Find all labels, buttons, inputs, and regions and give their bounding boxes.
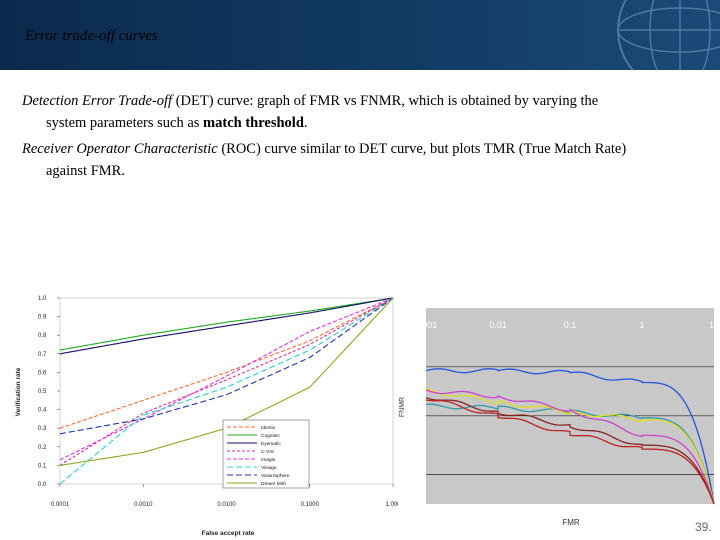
roc-ytick: 0.1 <box>38 463 47 469</box>
roc-term: Receiver Operator Characteristic <box>22 141 218 157</box>
det-series-line <box>425 389 715 505</box>
roc-legend-label: Viisage <box>261 465 277 471</box>
det-xtick: 0.001 <box>415 320 438 330</box>
roc-series-line <box>59 297 394 466</box>
roc-legend-label: C-VIS <box>261 449 274 455</box>
roc-legend-label: Dream Mirh <box>261 481 286 487</box>
roc-series-line <box>59 297 394 461</box>
roc-ytick: 0.9 <box>38 315 47 321</box>
roc-legend-label: VisionSphere <box>261 473 290 479</box>
roc-legend: Identix Cognitec Eyematic C-VIS Imagis Viisag… <box>222 419 310 489</box>
paragraph-roc: Receiver Operator Characteristic (ROC) c… <box>22 138 712 182</box>
roc-ytick: 0.2 <box>38 445 47 451</box>
roc-xtick: 0.0010 <box>134 502 153 508</box>
roc-ytick: 0.7 <box>38 352 47 358</box>
roc-xtick: 0.1000 <box>301 502 320 508</box>
globe-icon <box>617 0 720 70</box>
roc-series-line <box>59 297 394 485</box>
det-xtick: 0.1 <box>564 320 577 330</box>
det-text-1: (DET) curve: graph of FMR vs FNMR, which… <box>172 93 599 109</box>
roc-chart: Verification rate False accept rate 0.00… <box>15 296 398 537</box>
roc-ytick: 0.6 <box>38 370 47 376</box>
det-series-line <box>425 399 715 505</box>
roc-ytick: 0.8 <box>38 333 47 339</box>
roc-xtick: 1.000 <box>385 502 398 508</box>
slide-title: Error trade-off curves <box>25 28 158 44</box>
roc-series-line <box>59 297 394 429</box>
roc-ytick: 0.4 <box>38 408 47 414</box>
det-term: Detection Error Trade-off <box>22 93 173 109</box>
det-series-line <box>425 397 715 505</box>
det-series-line <box>425 368 715 505</box>
det-chart: FNMR FMR 0.001 0.01 0.1 1 10 <box>399 308 719 527</box>
paragraph-det: Detection Error Trade-off (DET) curve: g… <box>22 90 712 134</box>
roc-ytick: 0.5 <box>38 389 47 395</box>
roc-ylabel: Verification rate <box>15 367 22 416</box>
page-number: 39. <box>695 520 712 534</box>
roc-xtick: 0.0001 <box>51 502 70 508</box>
det-xtick: 0.01 <box>489 320 507 330</box>
roc-text-1: (ROC) curve similar to DET curve, but pl… <box>217 141 627 157</box>
roc-xlabel: False accept rate <box>202 530 255 537</box>
roc-ytick: 0.0 <box>38 482 47 488</box>
det-text-3: . <box>303 115 308 131</box>
roc-xtick: 0.0100 <box>217 502 236 508</box>
det-xtick: 1 <box>639 320 644 330</box>
roc-legend-label: Imagis <box>261 457 276 463</box>
roc-legend-label: Cognitec <box>261 433 281 439</box>
det-ylabel: FNMR <box>399 397 406 417</box>
slide-header: Error trade-off curves <box>0 0 720 70</box>
det-series-line <box>425 387 715 505</box>
roc-text-2: against FMR. <box>46 163 125 179</box>
roc-ytick: 1.0 <box>38 296 47 302</box>
roc-series-line <box>59 297 394 355</box>
roc-legend-label: Eyematic <box>261 441 281 447</box>
roc-legend-label: Identix <box>261 425 276 431</box>
roc-legend-box <box>222 419 310 489</box>
det-text-2: system parameters such as <box>46 115 204 131</box>
det-xlabel: FMR <box>562 518 580 527</box>
roc-series-line <box>59 297 394 351</box>
roc-series-line <box>59 297 394 435</box>
roc-ytick: 0.3 <box>38 426 47 432</box>
det-bold: match threshold <box>203 115 304 131</box>
det-xtick: 10 <box>709 320 719 330</box>
